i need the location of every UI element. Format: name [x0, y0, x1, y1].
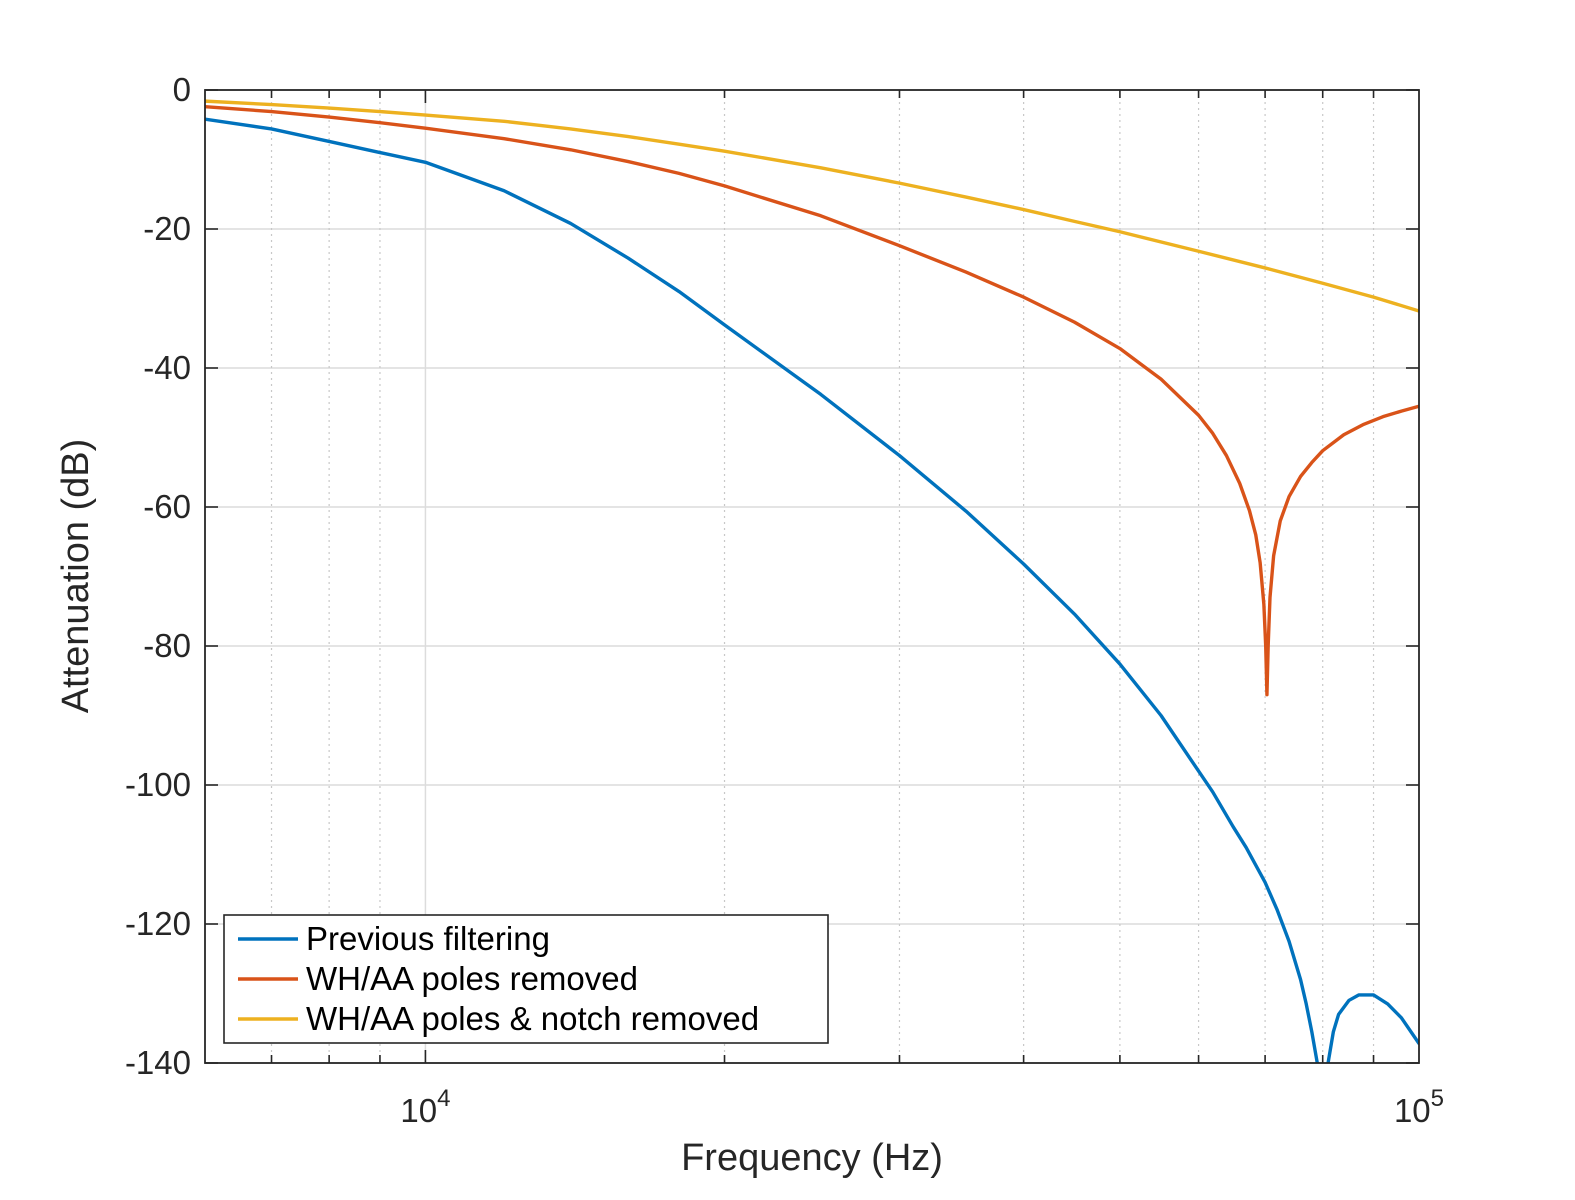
x-tick-base: 10 [400, 1092, 437, 1129]
x-tick-exponent: 5 [1431, 1085, 1444, 1112]
legend-entry-wh-aa-poles-removed: WH/AA poles removed [238, 960, 638, 997]
legend-label: Previous filtering [306, 920, 550, 957]
y-tick-label: -80 [143, 627, 191, 664]
y-tick-label: -60 [143, 488, 191, 525]
y-tick-label: -40 [143, 349, 191, 386]
x-axis-label: Frequency (Hz) [681, 1137, 943, 1179]
series-line-previous-filtering-segment-2 [1326, 993, 1419, 1063]
y-tick-label: -120 [125, 905, 191, 942]
x-tick-labels: 104 105 [400, 1085, 1444, 1129]
x-tick-exponent: 4 [437, 1085, 450, 1112]
legend-entry-previous-filtering: Previous filtering [238, 920, 550, 957]
x-tick-label: 104 [400, 1085, 450, 1129]
x-tick-label: 105 [1394, 1085, 1444, 1129]
legend: Previous filtering WH/AA poles removed W… [223, 914, 829, 1044]
legend-box [223, 914, 829, 1044]
legend-entry-wh-aa-poles-notch-removed: WH/AA poles & notch removed [238, 1000, 759, 1037]
series-line-previous-filtering [205, 117, 1319, 1063]
legend-label: WH/AA poles & notch removed [306, 1000, 759, 1037]
y-tick-label: 0 [173, 71, 191, 108]
x-tick-base: 10 [1394, 1092, 1431, 1129]
legend-label: WH/AA poles removed [306, 960, 638, 997]
y-tick-label: -140 [125, 1044, 191, 1081]
y-tick-label: -100 [125, 766, 191, 803]
y-tick-label: -20 [143, 210, 191, 247]
series-line-wh-aa-poles-removed [205, 104, 1419, 697]
grid-lines [205, 89, 1419, 1064]
plot-series [205, 99, 1419, 1063]
y-axis-label: Attenuation (dB) [55, 439, 97, 714]
axes-frame [204, 89, 1420, 1064]
series-line-wh-aa-poles-notch-removed [205, 99, 1419, 313]
y-tick-labels: 0 -20 -40 -60 -80 -100 -120 -140 [125, 71, 191, 1081]
